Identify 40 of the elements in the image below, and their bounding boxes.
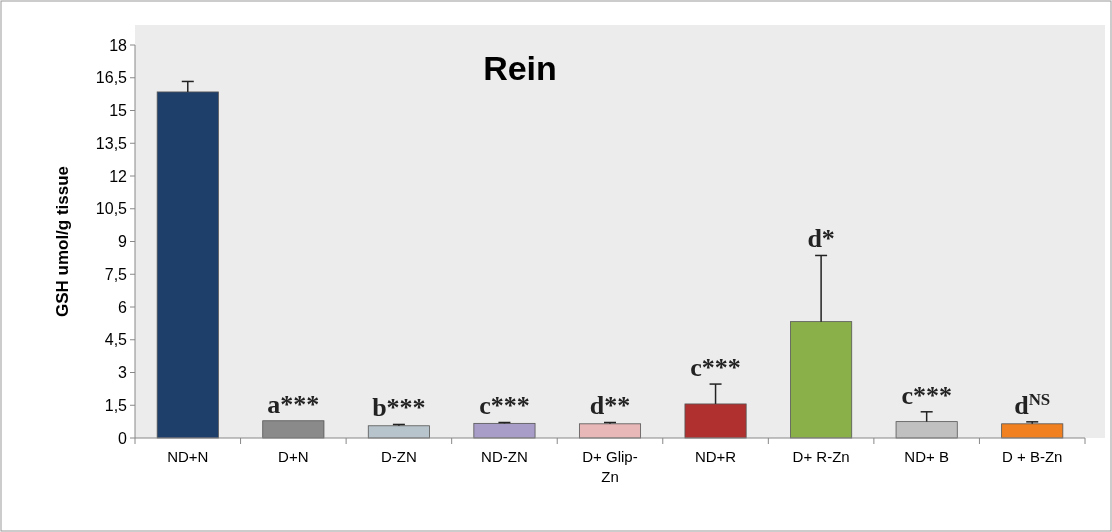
x-tick-label: D+N bbox=[278, 448, 309, 465]
y-tick-label: 15 bbox=[109, 102, 128, 120]
annotation: c*** bbox=[901, 380, 952, 410]
bar bbox=[684, 403, 747, 439]
y-tick-label: 10,5 bbox=[95, 200, 128, 218]
y-tick-label: 1,5 bbox=[104, 396, 128, 414]
y-axis-title: GSH umol/g tissue bbox=[53, 165, 72, 318]
annotation: d* bbox=[807, 224, 835, 254]
y-tick-label: 16,5 bbox=[95, 69, 128, 87]
annotation: d** bbox=[589, 391, 631, 421]
bar bbox=[895, 421, 958, 439]
y-tick-label: 13,5 bbox=[95, 134, 128, 152]
bar bbox=[578, 423, 642, 439]
x-tick-label: D + B-Zn bbox=[1002, 448, 1063, 465]
x-tick-label: ND+N bbox=[167, 448, 209, 465]
y-tick-label: 6 bbox=[118, 298, 128, 316]
y-tick-label: 4,5 bbox=[104, 331, 128, 349]
bar bbox=[156, 91, 219, 439]
annotation: b*** bbox=[372, 393, 426, 423]
y-tick-label: 9 bbox=[118, 233, 128, 251]
chart-title: Rein bbox=[483, 49, 557, 87]
annotation: c*** bbox=[479, 391, 530, 421]
bar bbox=[367, 425, 430, 439]
bar bbox=[790, 321, 853, 439]
bar bbox=[1001, 423, 1064, 439]
x-tick-label: ND+ B bbox=[904, 448, 949, 465]
x-tick-label: ND-ZN bbox=[481, 448, 528, 465]
x-tick-label: D-ZN bbox=[380, 448, 417, 465]
y-tick-label: 12 bbox=[109, 167, 128, 185]
annotation: d$^{NS}$ bbox=[1014, 389, 1051, 420]
y-tick-label: 0 bbox=[118, 429, 128, 447]
x-tick-label: D+ Glip-Zn bbox=[582, 448, 638, 485]
x-tick-label: D+ R-Zn bbox=[792, 448, 850, 465]
x-tick-label: ND+R bbox=[694, 448, 737, 465]
annotation: c*** bbox=[690, 353, 741, 383]
y-tick-label: 18 bbox=[109, 36, 128, 54]
annotation: a*** bbox=[267, 389, 320, 419]
y-tick-label: 7,5 bbox=[104, 265, 128, 283]
y-tick-label: 3 bbox=[118, 364, 128, 382]
bar bbox=[473, 422, 536, 439]
